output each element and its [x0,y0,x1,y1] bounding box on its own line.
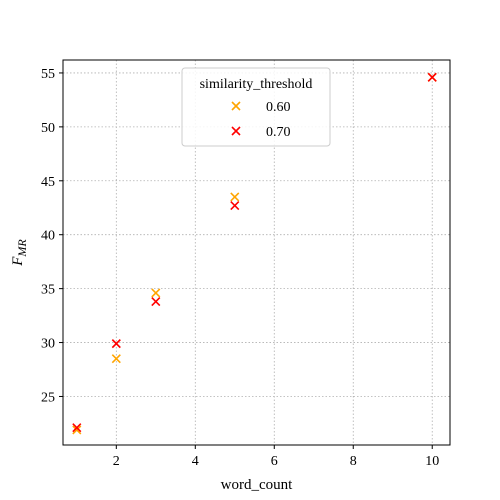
y-axis-label-subscript: MR [15,239,29,258]
data-point [151,297,161,307]
x-axis-label: word_count [221,477,293,493]
legend-label: 0.70 [266,125,291,140]
legend-box [181,67,331,147]
x-tick-label: 10 [425,454,439,469]
y-tick-label: 30 [41,337,55,352]
x-tick-label: 8 [350,454,357,469]
x-tick-label: 6 [271,454,278,469]
legend-marker [231,126,241,136]
data-point [72,425,82,435]
x-tick-label: 4 [192,454,199,469]
axis-ticks: 2 4 6 8 10 25 30 35 40 45 50 55 [41,67,439,469]
y-axis-label-main: F [10,256,26,267]
data-point [427,72,437,82]
y-tick-label: 40 [41,229,55,244]
data-point [151,288,161,298]
plot-area [62,59,451,446]
data-point [72,423,82,433]
legend-title: similarity_threshold [200,77,313,92]
legend-marker [231,101,241,111]
y-tick-label: 55 [41,67,55,82]
legend: similarity_threshold 0.60 0.70 [181,67,331,147]
data-point [111,339,121,349]
x-tick-label: 2 [113,454,120,469]
data-point [230,192,240,202]
legend-label: 0.60 [266,100,291,115]
y-tick-label: 25 [41,390,55,405]
y-tick-label: 45 [41,175,55,190]
legend-entries: 0.60 0.70 [231,100,291,140]
y-axis-label: FMR [10,239,29,267]
data-point [111,354,121,364]
y-tick-label: 35 [41,283,55,298]
data-point [230,201,240,211]
data-markers [72,72,437,435]
y-tick-label: 50 [41,121,55,136]
